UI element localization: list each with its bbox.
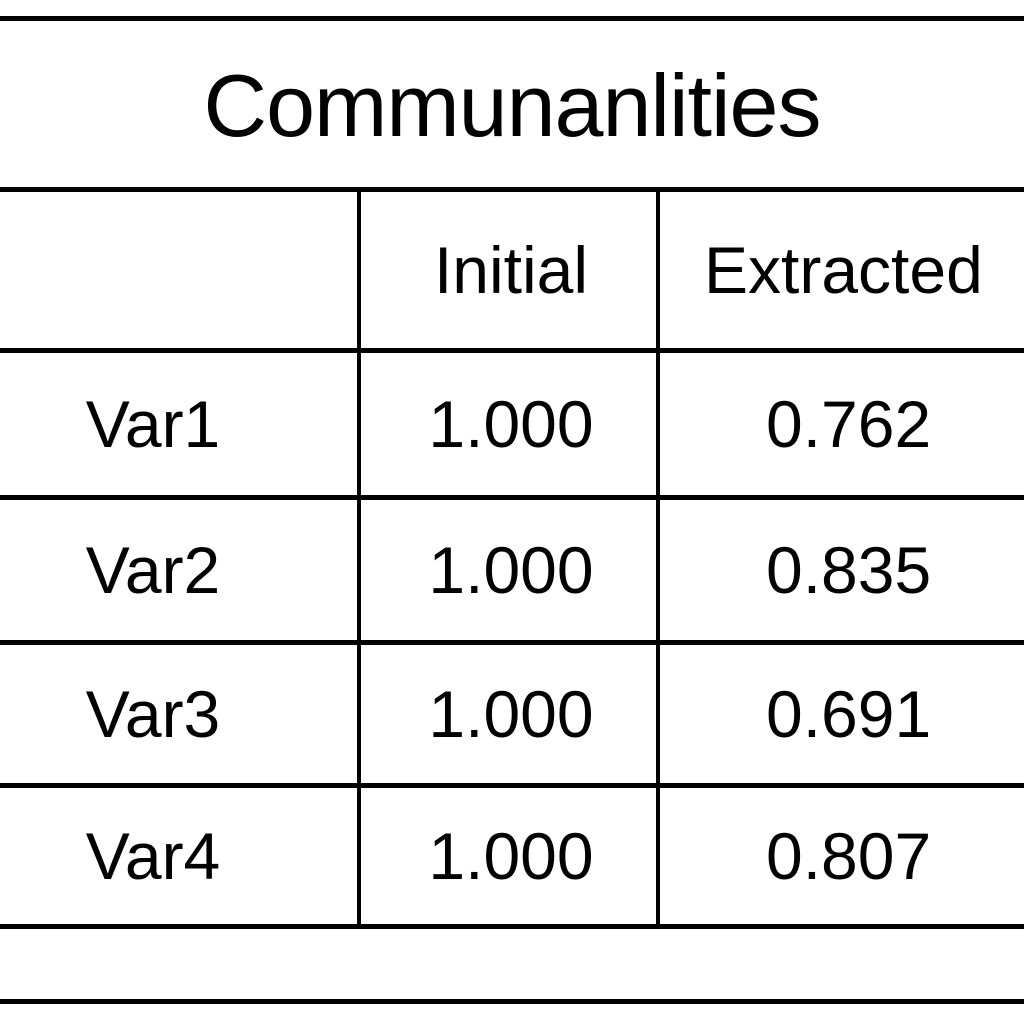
extracted-cell: 0.762 <box>766 387 932 461</box>
column-divider-1 <box>357 191 361 928</box>
header-cell-variable <box>0 192 300 348</box>
table-body-bottom <box>0 924 1024 929</box>
variable-cell: Var2 <box>85 533 221 607</box>
variable-cell: Var1 <box>85 387 221 461</box>
variable-cell: Var3 <box>85 677 221 751</box>
title-divider <box>0 187 1024 192</box>
table-top-border <box>0 16 1024 21</box>
table-title: Communanlities <box>203 56 822 155</box>
variable-cell: Var4 <box>85 819 221 893</box>
header-cell-initial: Initial <box>433 233 589 307</box>
column-divider-2 <box>656 191 660 928</box>
initial-cell: 1.000 <box>428 387 594 461</box>
row-divider-2 <box>0 640 1024 645</box>
table-bottom-border <box>0 999 1024 1004</box>
extracted-cell: 0.691 <box>766 677 932 751</box>
header-divider <box>0 348 1024 353</box>
initial-cell: 1.000 <box>428 819 594 893</box>
extracted-cell: 0.807 <box>766 819 932 893</box>
initial-cell: 1.000 <box>428 533 594 607</box>
header-cell-extracted: Extracted <box>704 233 983 307</box>
row-divider-1 <box>0 495 1024 500</box>
initial-cell: 1.000 <box>428 677 594 751</box>
row-divider-3 <box>0 783 1024 788</box>
extracted-cell: 0.835 <box>766 533 932 607</box>
